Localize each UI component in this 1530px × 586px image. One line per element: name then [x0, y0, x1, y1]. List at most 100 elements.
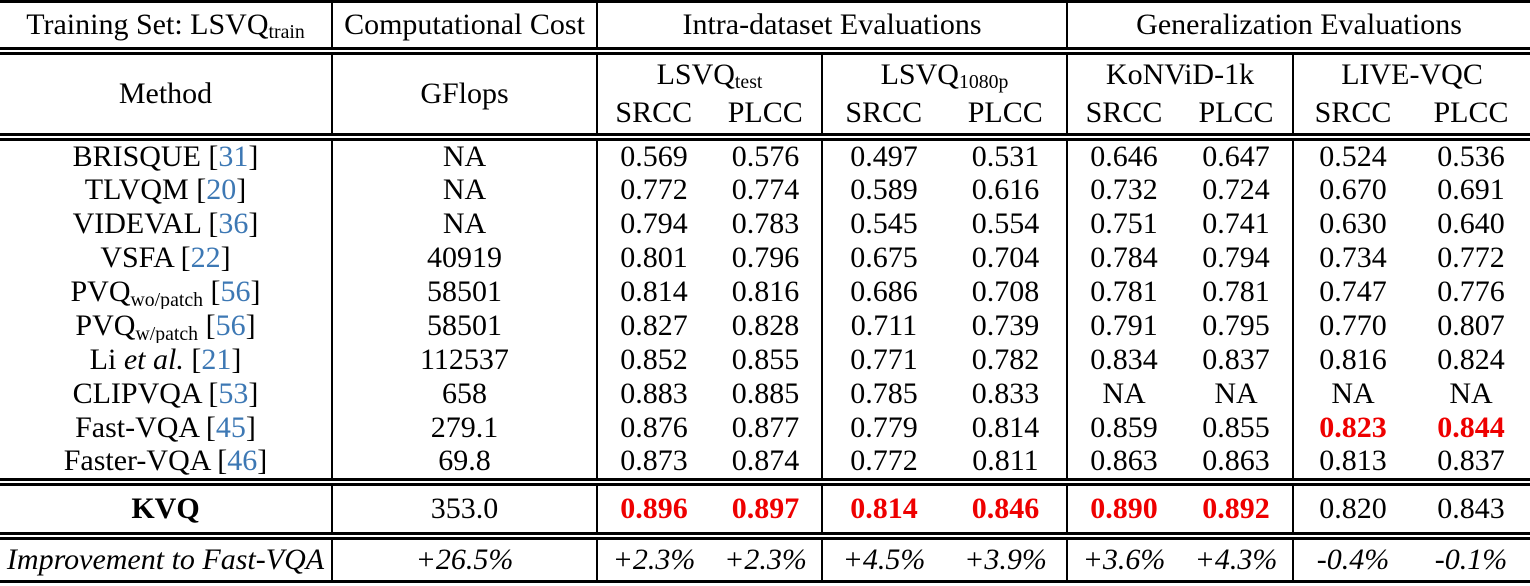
value-konvid-1k-srcc: 0.890	[1067, 477, 1180, 540]
value-lsvq-1080p-plcc: 0.616	[945, 173, 1068, 208]
method-label: TLVQM	[84, 173, 189, 207]
srcc-header: SRCC	[615, 95, 693, 129]
method-cell: TLVQM [20]	[0, 173, 333, 208]
citation-link[interactable]: 22	[190, 241, 221, 275]
value-live-vqc-plcc: 0.640	[1437, 207, 1505, 241]
value-live-vqc-srcc: 0.630	[1319, 207, 1387, 241]
method-label-italic: et al.	[123, 343, 184, 377]
value-konvid-1k-srcc: 0.784	[1090, 241, 1158, 275]
metric-headers: SRCC PLCC	[823, 94, 1065, 129]
citation-link[interactable]: 20	[206, 173, 237, 207]
citation-close-bracket: ]	[248, 140, 259, 173]
value-lsvq-test-srcc: 0.896	[597, 477, 710, 540]
row-li: Li et al. [21] 112537 0.852 0.855 0.771 0.782…	[0, 343, 1530, 378]
method-cell: CLIPVQA [53]	[0, 377, 333, 412]
method-label: PVQ	[75, 309, 136, 343]
citation-open-bracket: [	[210, 275, 221, 309]
value-konvid-1k-srcc: NA	[1102, 377, 1146, 411]
method-cell: VIDEVAL [36]	[0, 207, 333, 242]
method-label: Fast-VQA	[75, 411, 199, 445]
citation-open-bracket: [	[208, 207, 219, 241]
row-clipvqa: CLIPVQA [53] 658 0.883 0.885 0.785 0.833 NA NA N…	[0, 377, 1530, 412]
dataset-name-label: LSVQ	[656, 57, 735, 91]
kvq-row: KVQ 353.0 0.896 0.897 0.814 0.846 0.890 0.892 0.…	[0, 477, 1530, 540]
value-lsvq-1080p-plcc: 0.704	[945, 241, 1068, 276]
value-lsvq-1080p-srcc: 0.772	[850, 445, 918, 478]
gflops-cell: NA	[332, 207, 598, 242]
value-live-vqc-plcc: 0.807	[1437, 309, 1505, 343]
citation-link[interactable]: 53	[218, 377, 249, 411]
row-vsfa: VSFA [22] 40919 0.801 0.796 0.675 0.704 0.784 0…	[0, 241, 1530, 276]
srcc-header: SRCC	[1085, 95, 1163, 129]
dataset-name: LSVQ1080p	[823, 56, 1065, 94]
value-lsvq-1080p-plcc: 0.782	[945, 343, 1068, 378]
value-konvid-1k-srcc: 0.732	[1090, 173, 1158, 207]
gflops-cell: 40919	[332, 241, 598, 276]
method-label: Faster-VQA	[63, 445, 210, 478]
value-lsvq-1080p-srcc: 0.675	[850, 241, 918, 275]
value-lsvq-test-srcc: 0.827	[620, 309, 688, 343]
value-lsvq-test-plcc: 0.783	[710, 207, 823, 242]
value-lsvq-test-plcc: 0.874	[710, 445, 823, 482]
value-konvid-1k-srcc: +3.6%	[1082, 542, 1166, 576]
dataset-name: LSVQtest	[598, 56, 820, 94]
value-lsvq-test-plcc: 0.576	[710, 137, 823, 174]
value-lsvq-1080p-srcc: 0.785	[850, 377, 918, 411]
citation-close-bracket: ]	[245, 309, 256, 343]
value-live-vqc-plcc: 0.776	[1437, 275, 1505, 309]
value-lsvq-test-srcc: 0.569	[620, 140, 688, 173]
value-lsvq-test-plcc: 0.877	[710, 411, 823, 446]
value-lsvq-1080p-srcc: 0.589	[850, 173, 918, 207]
value-live-vqc-srcc: 0.734	[1319, 241, 1387, 275]
citation-link[interactable]: 56	[215, 309, 246, 343]
citation-close-bracket: ]	[231, 343, 242, 377]
metric-headers: SRCC PLCC	[1068, 94, 1291, 129]
value-lsvq-test-srcc: 0.876	[620, 411, 688, 445]
value-lsvq-1080p-plcc: 0.814	[945, 411, 1068, 446]
value-live-vqc-srcc: 0.820	[1293, 477, 1412, 540]
value-lsvq-test-srcc: 0.852	[620, 343, 688, 377]
citation-open-bracket: [	[217, 445, 228, 478]
value-lsvq-test-plcc: 0.828	[710, 309, 823, 344]
row-pvq-wo-patch: PVQwo/patch [56] 58501 0.814 0.816 0.686 0.70…	[0, 275, 1530, 310]
gflops-cell: 353.0	[332, 477, 598, 540]
citation-close-bracket: ]	[257, 445, 268, 478]
value-live-vqc-srcc: 0.770	[1319, 309, 1387, 343]
value-live-vqc-plcc: NA	[1449, 377, 1493, 411]
value-konvid-1k-plcc: 0.781	[1180, 275, 1294, 310]
citation-link[interactable]: 31	[218, 140, 249, 173]
citation-open-bracket: [	[205, 309, 216, 343]
citation-link[interactable]: 45	[215, 411, 246, 445]
value-lsvq-test-plcc: 0.855	[710, 343, 823, 378]
value-konvid-1k-srcc: 0.863	[1090, 445, 1158, 478]
plcc-header: PLCC	[727, 95, 803, 129]
value-lsvq-1080p-plcc: +3.9%	[945, 535, 1068, 582]
value-lsvq-test-srcc: 0.883	[620, 377, 688, 411]
value-lsvq-1080p-plcc: 0.531	[945, 137, 1068, 174]
citation-link[interactable]: 46	[227, 445, 258, 478]
value-live-vqc-plcc: 0.691	[1437, 173, 1505, 207]
method-cell: PVQw/patch [56]	[0, 309, 333, 344]
method-cell: Improvement to Fast-VQA	[0, 535, 333, 582]
citation-close-bracket: ]	[250, 275, 261, 309]
value-lsvq-1080p-srcc: 0.779	[850, 411, 918, 445]
dataset-header-konvid-1k: KoNViD-1k SRCC PLCC	[1067, 51, 1294, 141]
value-lsvq-1080p-srcc: 0.814	[822, 477, 945, 540]
value-live-vqc-srcc: 0.816	[1319, 343, 1387, 377]
value-live-vqc-plcc: 0.824	[1437, 343, 1505, 377]
row-faster-vqa: Faster-VQA [46] 69.8 0.873 0.874 0.772 0.811 0…	[0, 445, 1530, 482]
method-label: Improvement to Fast-VQA	[6, 542, 325, 576]
gflops-cell: 658	[332, 377, 598, 412]
row-fast-vqa: Fast-VQA [45] 279.1 0.876 0.877 0.779 0.814 0.…	[0, 411, 1530, 446]
citation-link[interactable]: 36	[218, 207, 249, 241]
plcc-header: PLCC	[967, 95, 1043, 129]
citation-link[interactable]: 56	[220, 275, 251, 309]
method-cell: KVQ	[0, 477, 333, 540]
srcc-header: SRCC	[845, 95, 923, 129]
citation-link[interactable]: 21	[201, 343, 232, 377]
metric-headers: SRCC PLCC	[1294, 94, 1530, 129]
value-lsvq-test-srcc: 0.814	[620, 275, 688, 309]
method-cell: BRISQUE [31]	[0, 137, 333, 174]
value-live-vqc-plcc: 0.843	[1412, 477, 1530, 540]
